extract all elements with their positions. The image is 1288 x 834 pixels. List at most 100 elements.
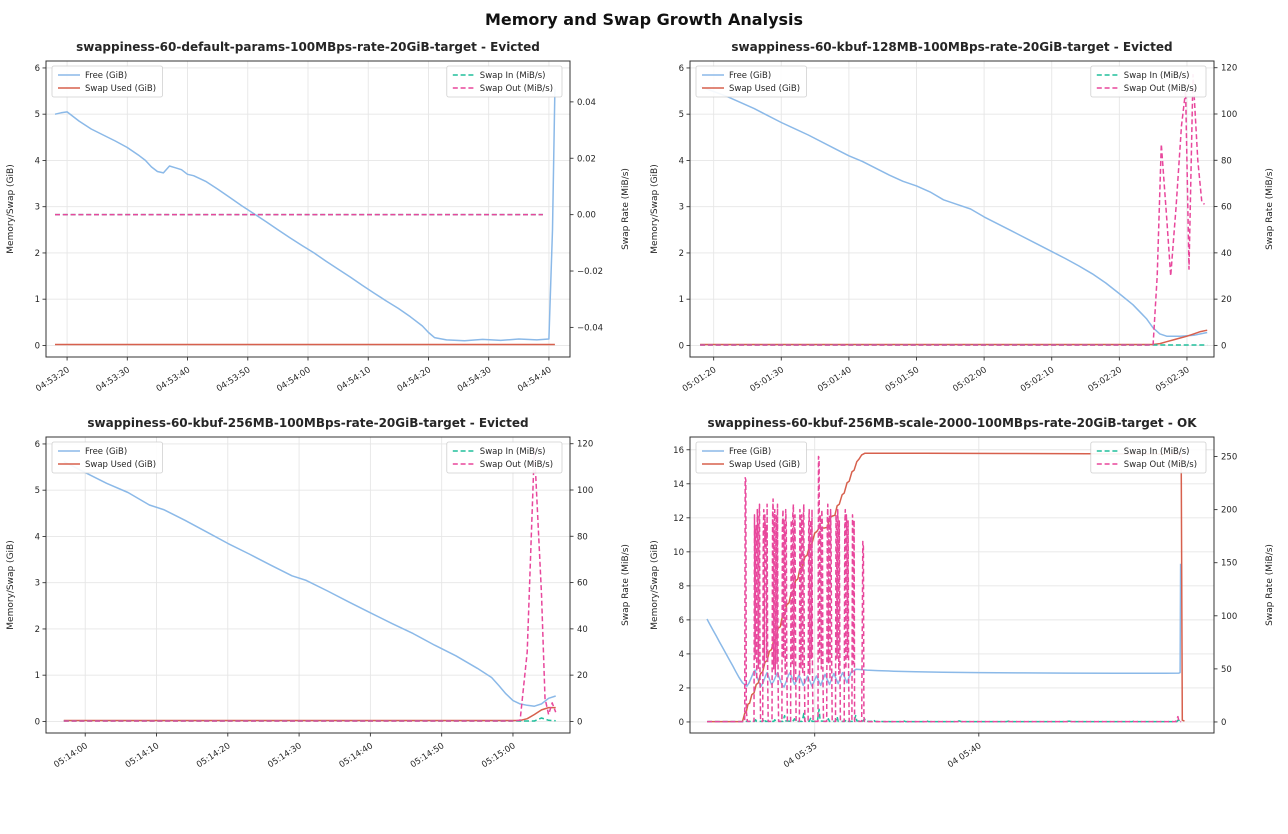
- svg-text:Swap Out (MiB/s): Swap Out (MiB/s): [480, 460, 553, 470]
- right-axis-title: Swap Rate (MiB/s): [1265, 544, 1275, 626]
- right-axis-title: Swap Rate (MiB/s): [621, 544, 631, 626]
- svg-text:05:01:50: 05:01:50: [884, 365, 921, 394]
- svg-text:8: 8: [679, 582, 684, 592]
- left-axis-title: Memory/Swap (GiB): [6, 540, 16, 629]
- svg-text:05:14:10: 05:14:10: [124, 741, 161, 770]
- svg-text:6: 6: [35, 64, 40, 74]
- svg-text:05:01:20: 05:01:20: [681, 365, 718, 394]
- svg-text:05:14:40: 05:14:40: [338, 741, 375, 770]
- series-swap-used-line: [708, 452, 1185, 723]
- svg-text:04 05:40: 04 05:40: [946, 741, 983, 770]
- svg-text:60: 60: [1221, 203, 1232, 213]
- svg-text:40: 40: [577, 625, 588, 635]
- svg-text:0: 0: [679, 718, 684, 728]
- svg-text:200: 200: [1221, 506, 1237, 516]
- svg-text:Swap In (MiB/s): Swap In (MiB/s): [1124, 447, 1190, 457]
- legend-memory: Free (GiB) Swap Used (GiB): [51, 441, 163, 474]
- svg-text:04 05:35: 04 05:35: [782, 741, 819, 770]
- svg-text:Swap Used (GiB): Swap Used (GiB): [85, 84, 156, 94]
- svg-text:60: 60: [577, 579, 588, 589]
- svg-text:5: 5: [679, 110, 684, 120]
- legend-memory: Free (GiB) Swap Used (GiB): [695, 441, 807, 474]
- svg-text:4: 4: [679, 156, 684, 166]
- svg-text:05:01:30: 05:01:30: [748, 365, 785, 394]
- svg-text:40: 40: [1221, 249, 1232, 259]
- right-axis-title: Swap Rate (MiB/s): [1265, 168, 1275, 250]
- svg-text:10: 10: [673, 548, 684, 558]
- svg-text:Swap In (MiB/s): Swap In (MiB/s): [480, 71, 546, 81]
- svg-text:05:14:50: 05:14:50: [409, 741, 446, 770]
- chart-canvas-1: 0 1 2 3 4 5 6 −0.04 −0.02 0.00 0.02 0.04 04:53:20 04:…: [6, 40, 631, 394]
- svg-text:2: 2: [679, 249, 684, 259]
- chart-title: swappiness-60-kbuf-256MB-100MBps-rate-20…: [87, 416, 528, 430]
- series-group: [54, 88, 556, 346]
- left-axis-title: Memory/Swap (GiB): [6, 164, 16, 253]
- gridlines: [46, 437, 570, 733]
- series-swap-out-line: [700, 73, 1205, 346]
- svg-text:14: 14: [673, 480, 684, 490]
- svg-text:20: 20: [577, 671, 588, 681]
- svg-text:120: 120: [1221, 64, 1237, 74]
- svg-text:2: 2: [35, 625, 40, 635]
- svg-text:05:02:30: 05:02:30: [1154, 365, 1191, 394]
- figure-title: Memory and Swap Growth Analysis: [484, 10, 804, 29]
- svg-text:Swap Out (MiB/s): Swap Out (MiB/s): [1124, 460, 1197, 470]
- svg-text:Swap Out (MiB/s): Swap Out (MiB/s): [480, 84, 553, 94]
- svg-text:04:54:20: 04:54:20: [396, 365, 433, 394]
- svg-text:12: 12: [673, 514, 684, 524]
- series-swap-out-line: [63, 447, 557, 722]
- svg-text:6: 6: [679, 616, 684, 626]
- svg-text:0: 0: [35, 341, 40, 351]
- legend-swap-rate: Swap In (MiB/s) Swap Out (MiB/s): [1090, 65, 1207, 98]
- svg-text:3: 3: [679, 203, 684, 213]
- svg-text:100: 100: [577, 486, 593, 496]
- svg-text:04:53:40: 04:53:40: [155, 365, 192, 394]
- svg-text:05:15:00: 05:15:00: [480, 741, 517, 770]
- svg-text:05:02:00: 05:02:00: [951, 365, 988, 394]
- svg-text:Free (GiB): Free (GiB): [729, 447, 771, 457]
- series-swap-used-line: [63, 706, 556, 722]
- svg-text:80: 80: [577, 532, 588, 542]
- svg-text:−0.04: −0.04: [577, 323, 603, 333]
- svg-text:Free (GiB): Free (GiB): [85, 447, 127, 457]
- svg-text:1: 1: [679, 295, 684, 305]
- svg-text:04:53:20: 04:53:20: [34, 365, 71, 394]
- svg-text:−0.02: −0.02: [577, 267, 603, 277]
- svg-text:Free (GiB): Free (GiB): [85, 71, 127, 81]
- svg-text:1: 1: [35, 295, 40, 305]
- svg-text:05:14:00: 05:14:00: [52, 741, 89, 770]
- svg-text:04:54:00: 04:54:00: [275, 365, 312, 394]
- svg-text:05:02:10: 05:02:10: [1019, 365, 1056, 394]
- right-axis-title: Swap Rate (MiB/s): [621, 168, 631, 250]
- svg-text:04:54:10: 04:54:10: [335, 365, 372, 394]
- svg-text:0: 0: [1221, 718, 1226, 728]
- svg-text:0: 0: [577, 717, 582, 727]
- gridlines: [690, 61, 1214, 357]
- svg-text:250: 250: [1221, 453, 1237, 463]
- svg-text:05:02:20: 05:02:20: [1087, 365, 1124, 394]
- svg-text:20: 20: [1221, 295, 1232, 305]
- legend-swap-rate: Swap In (MiB/s) Swap Out (MiB/s): [446, 441, 563, 474]
- svg-text:04:53:30: 04:53:30: [94, 365, 131, 394]
- svg-text:Free (GiB): Free (GiB): [729, 71, 771, 81]
- svg-text:4: 4: [679, 650, 684, 660]
- svg-text:Swap In (MiB/s): Swap In (MiB/s): [480, 447, 546, 457]
- svg-text:Swap Out (MiB/s): Swap Out (MiB/s): [1124, 84, 1197, 94]
- legend-swap-rate: Swap In (MiB/s) Swap Out (MiB/s): [446, 65, 563, 98]
- chart-title: swappiness-60-kbuf-128MB-100MBps-rate-20…: [731, 40, 1172, 54]
- series-free-line: [54, 88, 556, 342]
- series-free-line: [706, 563, 1182, 688]
- series-free-line: [699, 85, 1208, 337]
- svg-text:0: 0: [1221, 341, 1226, 351]
- svg-text:100: 100: [1221, 612, 1237, 622]
- svg-text:100: 100: [1221, 110, 1237, 120]
- chart-title: swappiness-60-default-params-100MBps-rat…: [76, 40, 540, 54]
- svg-text:Swap In (MiB/s): Swap In (MiB/s): [1124, 71, 1190, 81]
- svg-text:6: 6: [35, 440, 40, 450]
- left-axis-title: Memory/Swap (GiB): [650, 164, 660, 253]
- svg-text:04:54:40: 04:54:40: [516, 365, 553, 394]
- series-swap-in-line: [707, 708, 1182, 723]
- svg-text:05:14:20: 05:14:20: [195, 741, 232, 770]
